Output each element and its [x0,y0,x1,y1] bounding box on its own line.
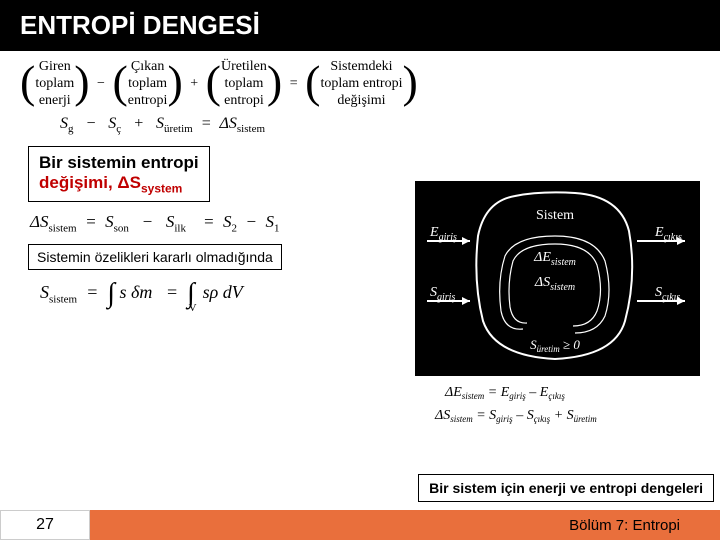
symbol-equation: Sg − Sç + Süretim = ΔSsistem [60,115,700,135]
system-diagram: Sistem Egiriş Eçıkış Sgiriş Sçıkış ΔEsis… [415,181,700,431]
word-equation: (Girentoplamenerji) − (Çıkantoplamentrop… [20,59,700,109]
non-steady-box: Sistemin özelikleri kararlı olmadığında [28,244,282,270]
svg-text:ΔSsistem = Sgiriş – Sçıkış + S: ΔSsistem = Sgiriş – Sçıkış + Süretim [434,408,597,424]
svg-text:Sistem: Sistem [536,208,574,223]
footer: 27 Bölüm 7: Entropi [0,510,720,540]
svg-text:ΔEsistem = Egiriş – Eçıkış: ΔEsistem = Egiriş – Eçıkış [444,385,565,401]
chapter-label: Bölüm 7: Entropi [90,510,720,540]
diagram-caption: Bir sistem için enerji ve entropi dengel… [418,474,714,502]
page-number: 27 [0,510,90,540]
title-bar: ENTROPİ DENGESİ [0,0,720,51]
slide-title: ENTROPİ DENGESİ [20,10,700,41]
content-area: (Girentoplamenerji) − (Çıkantoplamentrop… [0,51,720,310]
entropy-change-box: Bir sistemin entropi değişimi, ΔSsystem [28,146,210,202]
